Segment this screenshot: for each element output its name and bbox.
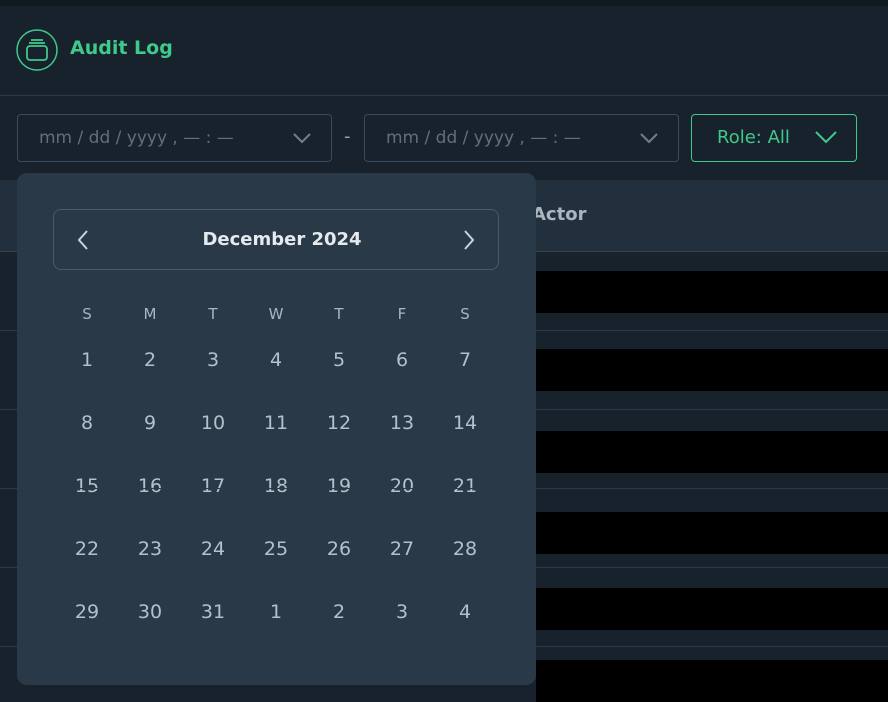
row-divider — [0, 488, 888, 489]
weekday-label: F — [397, 305, 407, 323]
day-cell[interactable]: 31 — [200, 601, 226, 623]
weekday-label: W — [268, 305, 284, 323]
day-cell[interactable]: 12 — [326, 412, 352, 434]
month-bar — [53, 209, 499, 270]
day-cell[interactable]: 28 — [452, 538, 478, 560]
row-divider — [0, 567, 888, 568]
row-divider — [0, 646, 888, 647]
day-cell[interactable]: 3 — [395, 601, 409, 623]
day-cell[interactable]: 17 — [200, 475, 226, 497]
placeholder: mm / dd / yyyy , — : — — [386, 128, 581, 148]
day-cell[interactable]: 19 — [326, 475, 352, 497]
end-date-input[interactable]: mm / dd / yyyy , — : — — [364, 114, 679, 162]
redacted-cell — [536, 431, 888, 473]
day-cell[interactable]: 26 — [326, 538, 352, 560]
divider — [0, 95, 888, 96]
day-cell[interactable]: 4 — [269, 349, 283, 371]
row-divider — [0, 330, 888, 331]
weekday-label: T — [334, 305, 344, 323]
role-filter-button[interactable]: Role: All — [691, 114, 857, 162]
range-separator: - — [344, 126, 351, 147]
button-label: Role: All — [717, 127, 790, 148]
redacted-cell — [536, 512, 888, 554]
day-cell[interactable]: 11 — [263, 412, 289, 434]
page-title: Audit Log — [70, 37, 173, 59]
day-cell[interactable]: 23 — [137, 538, 163, 560]
day-cell[interactable]: 22 — [74, 538, 100, 560]
day-cell[interactable]: 21 — [452, 475, 478, 497]
day-cell[interactable]: 27 — [389, 538, 415, 560]
day-cell[interactable]: 25 — [263, 538, 289, 560]
redacted-cell — [536, 660, 888, 702]
row-divider — [0, 409, 888, 410]
weekday-label: S — [82, 305, 92, 323]
day-cell[interactable]: 3 — [206, 349, 220, 371]
day-cell[interactable]: 2 — [143, 349, 157, 371]
weekday-label: M — [143, 305, 157, 323]
chevron — [815, 131, 837, 144]
day-cell[interactable]: 8 — [80, 412, 94, 434]
day-cell[interactable]: 7 — [458, 349, 472, 371]
day-cell[interactable]: 15 — [74, 475, 100, 497]
redacted-cell — [536, 349, 888, 391]
day-cell[interactable]: 9 — [143, 412, 157, 434]
day-cell[interactable]: 14 — [452, 412, 478, 434]
day-cell[interactable]: 30 — [137, 601, 163, 623]
day-cell[interactable]: 16 — [137, 475, 163, 497]
day-cell[interactable]: 2 — [332, 601, 346, 623]
day-cell[interactable]: 10 — [200, 412, 226, 434]
column-header: Actor — [532, 204, 587, 225]
top-strip — [0, 0, 888, 6]
weekday-label: S — [460, 305, 470, 323]
placeholder: mm / dd / yyyy , — : — — [39, 128, 234, 148]
day-cell[interactable]: 20 — [389, 475, 415, 497]
start-date-input[interactable]: mm / dd / yyyy , — : — — [17, 114, 332, 162]
day-cell[interactable]: 1 — [269, 601, 283, 623]
day-cell[interactable]: 13 — [389, 412, 415, 434]
date-picker-popup: December 2024 S M T W T F S 1 2 3 4 5 6 7 8 9 10 11 12 13 14… — [17, 173, 536, 685]
day-cell[interactable]: 24 — [200, 538, 226, 560]
weekday-label: T — [208, 305, 218, 323]
redacted-cell — [536, 271, 888, 313]
day-cell[interactable]: 18 — [263, 475, 289, 497]
next-month-button[interactable] — [461, 229, 477, 251]
day-cell[interactable]: 5 — [332, 349, 346, 371]
redacted-cell — [536, 588, 888, 630]
month-label: December 2024 — [202, 229, 362, 250]
chevron — [293, 133, 311, 144]
log-icon — [16, 29, 58, 71]
day-cell[interactable]: 29 — [74, 601, 100, 623]
day-cell[interactable]: 4 — [458, 601, 472, 623]
day-cell[interactable]: 1 — [80, 349, 94, 371]
day-cell[interactable]: 6 — [395, 349, 409, 371]
prev-month-button[interactable] — [75, 229, 91, 251]
chevron — [640, 133, 658, 144]
